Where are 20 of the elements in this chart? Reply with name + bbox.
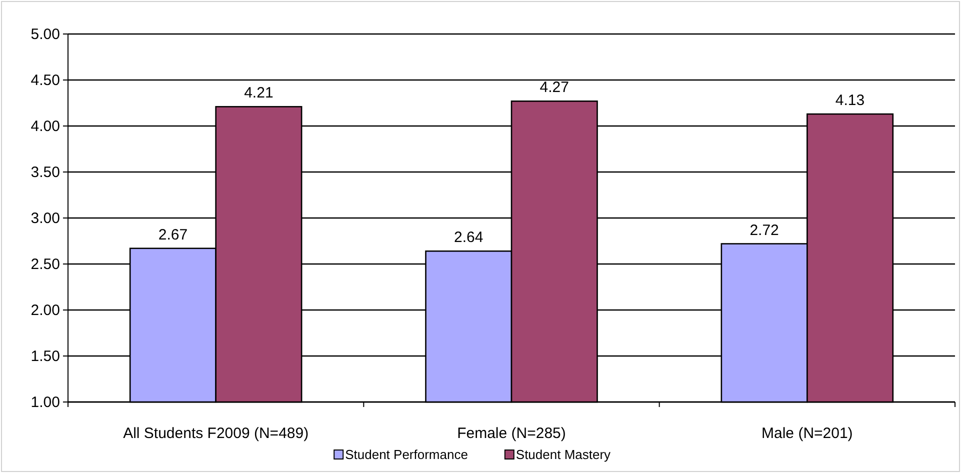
- text: 1.50: [30, 348, 60, 365]
- data-label: 4.21: [244, 84, 274, 102]
- data-label: 4.13: [835, 92, 865, 110]
- legend-label: Student Mastery: [516, 447, 612, 462]
- text: 3.50: [30, 164, 60, 181]
- text: 4.00: [30, 118, 60, 135]
- data-label: 4.27: [540, 79, 569, 96]
- data-label: 2.64: [454, 229, 484, 246]
- legend-label: Student Performance: [345, 447, 468, 462]
- text: 2.50: [30, 256, 60, 273]
- data-label: 2.67: [158, 226, 188, 244]
- x-tick-label: Male (N=201): [762, 425, 853, 442]
- text: 2.00: [30, 302, 60, 319]
- text: 3.00: [30, 210, 60, 227]
- x-tick-label: All Students F2009 (N=489): [123, 425, 309, 442]
- text: 4.50: [30, 72, 60, 89]
- text: 5.00: [30, 26, 60, 43]
- data-label: 2.72: [750, 222, 779, 239]
- text: 1.00: [30, 394, 60, 411]
- x-tick-label: Female (N=285): [457, 425, 566, 442]
